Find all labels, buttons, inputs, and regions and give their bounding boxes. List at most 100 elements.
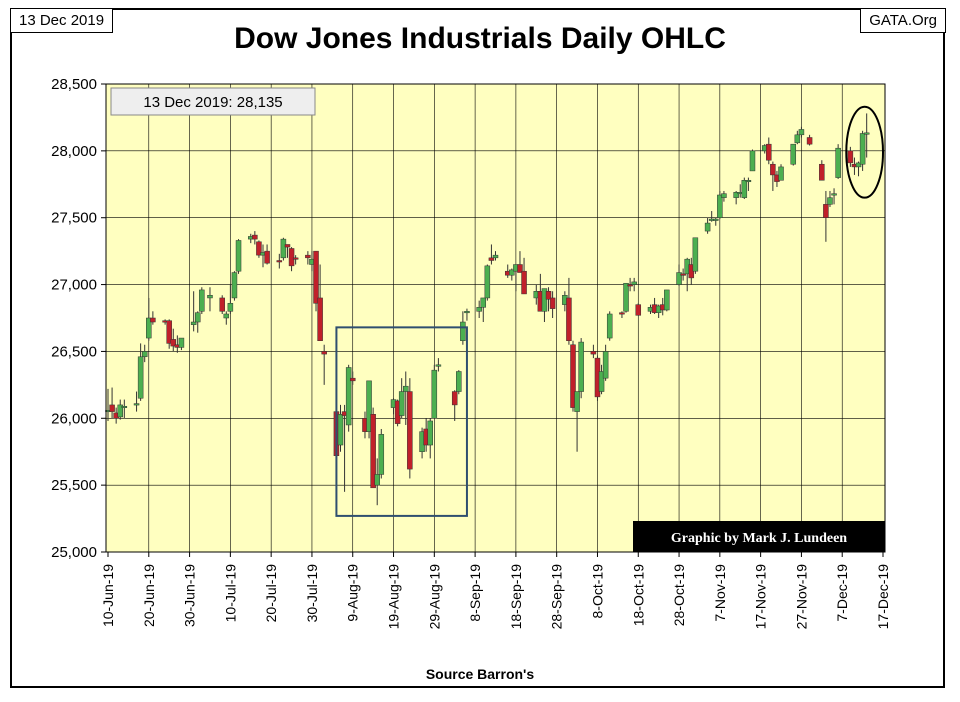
x-axis-label: Source Barron's xyxy=(425,666,535,682)
candle xyxy=(631,277,637,292)
candle-body xyxy=(146,317,152,339)
candle xyxy=(606,311,613,341)
candle xyxy=(488,244,495,265)
candle-body xyxy=(117,404,123,418)
candle xyxy=(231,271,238,301)
candle xyxy=(321,344,327,385)
candle-body xyxy=(798,129,805,136)
x-tick-label: 8-Sep-19 xyxy=(467,564,483,622)
x-tick-label: 17-Dec-19 xyxy=(875,564,891,630)
y-tick-label: 25,000 xyxy=(51,544,97,561)
candle xyxy=(313,250,319,312)
candle xyxy=(598,364,605,395)
candle-body xyxy=(288,248,295,267)
candle-body xyxy=(631,281,637,285)
candle-body xyxy=(317,297,323,341)
candle xyxy=(863,113,870,158)
candle-body xyxy=(403,385,409,392)
candle-body xyxy=(305,254,311,259)
candle-body xyxy=(141,351,148,358)
y-tick-label: 28,000 xyxy=(51,143,97,160)
candle xyxy=(721,190,727,202)
candle-body xyxy=(109,404,115,412)
y-tick-label: 28,500 xyxy=(51,76,97,93)
candle xyxy=(264,244,270,265)
x-tick-label: 7-Dec-19 xyxy=(834,564,850,622)
candle xyxy=(835,144,841,179)
candle-body xyxy=(541,288,548,312)
candle-body xyxy=(627,284,633,287)
candle xyxy=(623,282,629,313)
candle-body xyxy=(521,270,527,295)
candle xyxy=(317,264,323,341)
candle xyxy=(602,344,609,381)
candle-body xyxy=(749,150,756,172)
candle-body xyxy=(337,414,344,446)
candle xyxy=(280,237,287,261)
candle-body xyxy=(509,269,515,276)
candle xyxy=(451,390,458,421)
candle xyxy=(370,407,376,489)
candle-body xyxy=(566,297,572,341)
candle-body xyxy=(664,289,670,311)
x-tick-label: 30-Jun-19 xyxy=(182,564,198,627)
candle xyxy=(770,161,776,191)
candle-body xyxy=(345,367,352,426)
candle xyxy=(741,177,748,199)
candle-body xyxy=(778,166,784,181)
candle xyxy=(305,251,311,265)
candle xyxy=(407,378,413,479)
candle-body xyxy=(137,356,144,399)
candle xyxy=(627,277,633,292)
candle xyxy=(219,295,225,314)
candle-body xyxy=(549,297,556,309)
candle-body xyxy=(431,369,438,419)
candle-body xyxy=(321,351,327,355)
candle-body xyxy=(578,341,584,392)
x-tick-label: 30-Jul-19 xyxy=(304,564,320,623)
candle-body xyxy=(721,193,727,198)
candle xyxy=(847,146,854,167)
candle-body xyxy=(717,194,723,218)
x-tick-label: 8-Oct-19 xyxy=(589,564,605,619)
candle xyxy=(166,319,172,349)
candle xyxy=(745,177,752,191)
x-tick-label: 28-Oct-19 xyxy=(671,564,687,626)
candle-body xyxy=(207,295,213,299)
candle xyxy=(831,188,837,205)
callout-text: 13 Dec 2019: 28,135 xyxy=(143,94,282,111)
candle-body xyxy=(374,474,380,486)
candle-body xyxy=(370,414,376,489)
candle-body xyxy=(178,337,185,348)
x-tick-label: 29-Aug-19 xyxy=(426,564,442,630)
y-tick-label: 27,500 xyxy=(51,210,97,227)
x-axis: 10-Jun-19 20-Jun-19 30-Jun-19 10-Jul-19 20-J… xyxy=(100,552,891,629)
candle xyxy=(133,391,140,412)
candle-body xyxy=(819,163,825,181)
y-tick-label: 25,500 xyxy=(51,477,97,494)
x-tick-label: 18-Oct-19 xyxy=(630,564,646,626)
candle xyxy=(664,289,670,312)
candle xyxy=(366,380,372,439)
candle-body xyxy=(292,257,299,260)
candle xyxy=(292,255,299,265)
candle-body xyxy=(545,291,552,300)
candle xyxy=(288,247,295,272)
candle xyxy=(178,337,185,351)
candle-body xyxy=(435,364,442,367)
candle xyxy=(207,287,213,312)
candle-body xyxy=(133,403,140,406)
candle-body xyxy=(464,311,470,314)
candle xyxy=(484,264,491,301)
candle xyxy=(570,340,576,412)
candle-body xyxy=(284,244,291,248)
candle-body xyxy=(349,377,356,382)
x-tick-label: 27-Nov-19 xyxy=(793,564,809,630)
y-axis: 25,000 25,500 26,000 26,500 27,000 27,500 28,0… xyxy=(51,76,106,561)
candle xyxy=(276,253,283,269)
candle xyxy=(521,257,527,295)
candle-body xyxy=(680,273,686,276)
candle-body xyxy=(835,147,841,178)
candle-body xyxy=(831,193,837,196)
